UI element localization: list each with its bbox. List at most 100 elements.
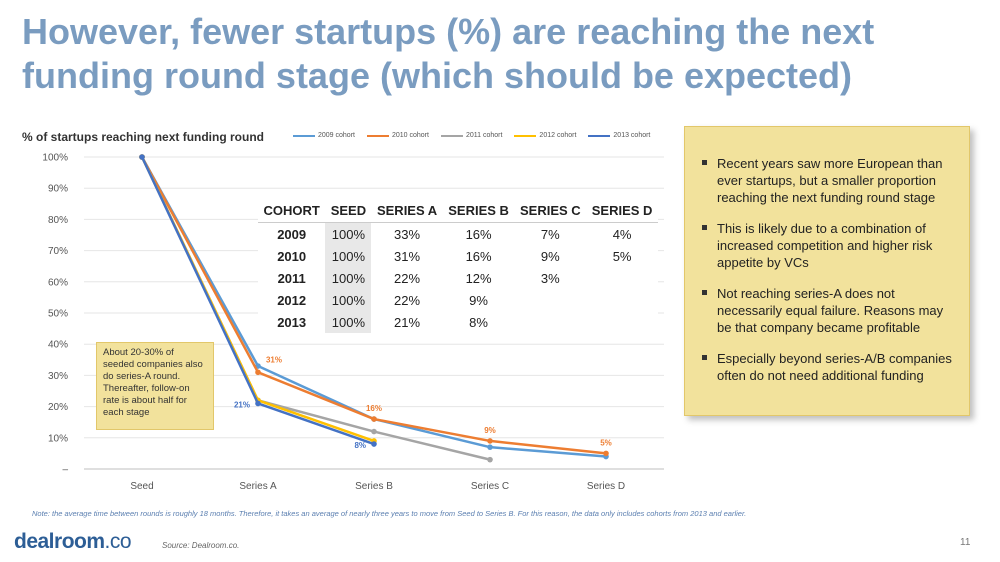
y-tick-label: 80%	[48, 215, 68, 226]
bullet-square-icon	[702, 355, 707, 360]
data-label: 31%	[266, 355, 282, 364]
x-tick-label: Seed	[130, 481, 153, 492]
y-tick-label: 30%	[48, 371, 68, 382]
cohort-table: COHORT SEED SERIES A SERIES B SERIES C S…	[258, 198, 658, 333]
chart-legend: 2009 cohort 2010 cohort 2011 cohort 2012…	[293, 132, 650, 139]
data-point	[255, 400, 261, 407]
table-cell: 16%	[465, 226, 492, 242]
legend-item: 2009 cohort	[293, 132, 355, 139]
insight-text: This is likely due to a combination of i…	[717, 221, 933, 270]
table-header: SEED	[325, 198, 372, 223]
data-point	[371, 441, 377, 447]
y-tick-label: 60%	[48, 277, 68, 288]
table-cell: 2012	[277, 292, 307, 308]
y-tick-label: 40%	[48, 340, 68, 351]
data-point	[139, 154, 145, 160]
y-tick-label: 10%	[48, 433, 68, 444]
slide-title: However, fewer startups (%) are reaching…	[22, 11, 875, 96]
table-header: SERIES D	[586, 198, 658, 223]
insights-list: Recent years saw more European than ever…	[695, 155, 959, 384]
table-cell: 5%	[612, 248, 632, 264]
table-cell: 12%	[465, 270, 492, 286]
bullet-square-icon	[702, 290, 707, 295]
table-cell: 8%	[469, 314, 488, 330]
legend-item: 2012 cohort	[514, 132, 576, 139]
callout-note: About 20-30% of seeded companies also do…	[96, 342, 214, 430]
insight-item: Not reaching series-A does not necessari…	[695, 285, 959, 336]
data-label: 5%	[600, 438, 612, 447]
x-tick-label: Series B	[355, 481, 393, 492]
table-cell: 100%	[325, 311, 372, 333]
legend-label: 2013 cohort	[613, 132, 651, 139]
table-header: SERIES B	[442, 198, 515, 223]
legend-item: 2011 cohort	[440, 132, 503, 139]
legend-swatch	[366, 134, 389, 137]
table-cell: 2009	[277, 226, 307, 242]
y-tick-label: 90%	[48, 184, 68, 195]
legend-swatch	[514, 134, 537, 137]
legend-item: 2010 cohort	[366, 132, 429, 139]
table-cell: 3%	[540, 270, 560, 286]
y-tick-label: 100%	[42, 153, 68, 164]
table-cell: 16%	[465, 248, 492, 264]
logo-suffix: .co	[104, 530, 132, 553]
data-point	[371, 416, 377, 422]
table-cell: 21%	[394, 314, 421, 330]
insight-item: Recent years saw more European than ever…	[695, 155, 959, 206]
data-point	[255, 369, 261, 376]
data-point	[487, 438, 493, 444]
y-tick-label: 20%	[48, 402, 68, 413]
legend-label: 2012 cohort	[539, 132, 577, 139]
insight-text: Recent years saw more European than ever…	[717, 156, 943, 205]
table-cell	[514, 311, 586, 333]
data-label: 9%	[484, 426, 496, 435]
table-cell: 100%	[325, 289, 372, 311]
chart-title: % of startups reaching next funding roun…	[22, 130, 265, 144]
table-row: 2009 100% 33% 16% 7% 4%	[258, 222, 658, 245]
table-row: 2010 100% 31% 16% 9% 5%	[258, 245, 658, 267]
y-tick-label: 50%	[48, 309, 68, 320]
table-cell: 2010	[277, 248, 307, 264]
legend-swatch	[440, 134, 463, 137]
table-cell: 2013	[277, 314, 307, 330]
data-point	[371, 428, 377, 435]
table-cell: 4%	[612, 226, 632, 242]
data-point	[487, 456, 493, 463]
table-cell: 100%	[325, 245, 372, 267]
insight-text: Not reaching series-A does not necessari…	[717, 286, 944, 335]
table-cell: 7%	[540, 226, 560, 242]
table-cell: 9%	[469, 292, 488, 308]
insight-item: Especially beyond series-A/B companies o…	[695, 350, 959, 384]
table-header: SERIES C	[514, 198, 587, 223]
bullet-square-icon	[702, 225, 707, 230]
y-tick-label: –	[62, 465, 68, 476]
data-point	[603, 450, 609, 457]
table-row: 2013 100% 21% 8%	[258, 311, 658, 333]
legend-label: 2011 cohort	[465, 132, 503, 139]
table-cell: 22%	[394, 292, 421, 308]
data-label: 8%	[354, 441, 366, 450]
table-header: SERIES A	[371, 198, 443, 223]
table-cell	[586, 267, 658, 289]
data-label: 21%	[234, 400, 250, 409]
table-cell: 22%	[394, 270, 421, 286]
insight-text: Especially beyond series-A/B companies o…	[717, 351, 952, 383]
insight-item: This is likely due to a combination of i…	[695, 220, 959, 271]
legend-label: 2009 cohort	[318, 132, 355, 139]
x-tick-label: Series D	[587, 481, 625, 492]
x-tick-label: Series A	[239, 481, 277, 492]
logo-main: dealroom	[14, 530, 105, 553]
legend-swatch	[588, 134, 611, 137]
page-number: 11	[960, 537, 971, 548]
legend-item: 2013 cohort	[588, 132, 650, 139]
x-tick-label: Series C	[471, 481, 509, 492]
footnote: Note: the average time between rounds is…	[32, 509, 747, 518]
y-tick-label: 70%	[48, 246, 68, 257]
data-label: 16%	[366, 404, 382, 413]
table-header-row: COHORT SEED SERIES A SERIES B SERIES C S…	[258, 198, 658, 223]
table-cell: 33%	[394, 226, 421, 242]
legend-swatch	[293, 134, 315, 137]
dealroom-logo: dealroom.co	[14, 530, 132, 554]
table-row: 2012 100% 22% 9%	[258, 289, 658, 311]
table-cell	[586, 311, 658, 333]
